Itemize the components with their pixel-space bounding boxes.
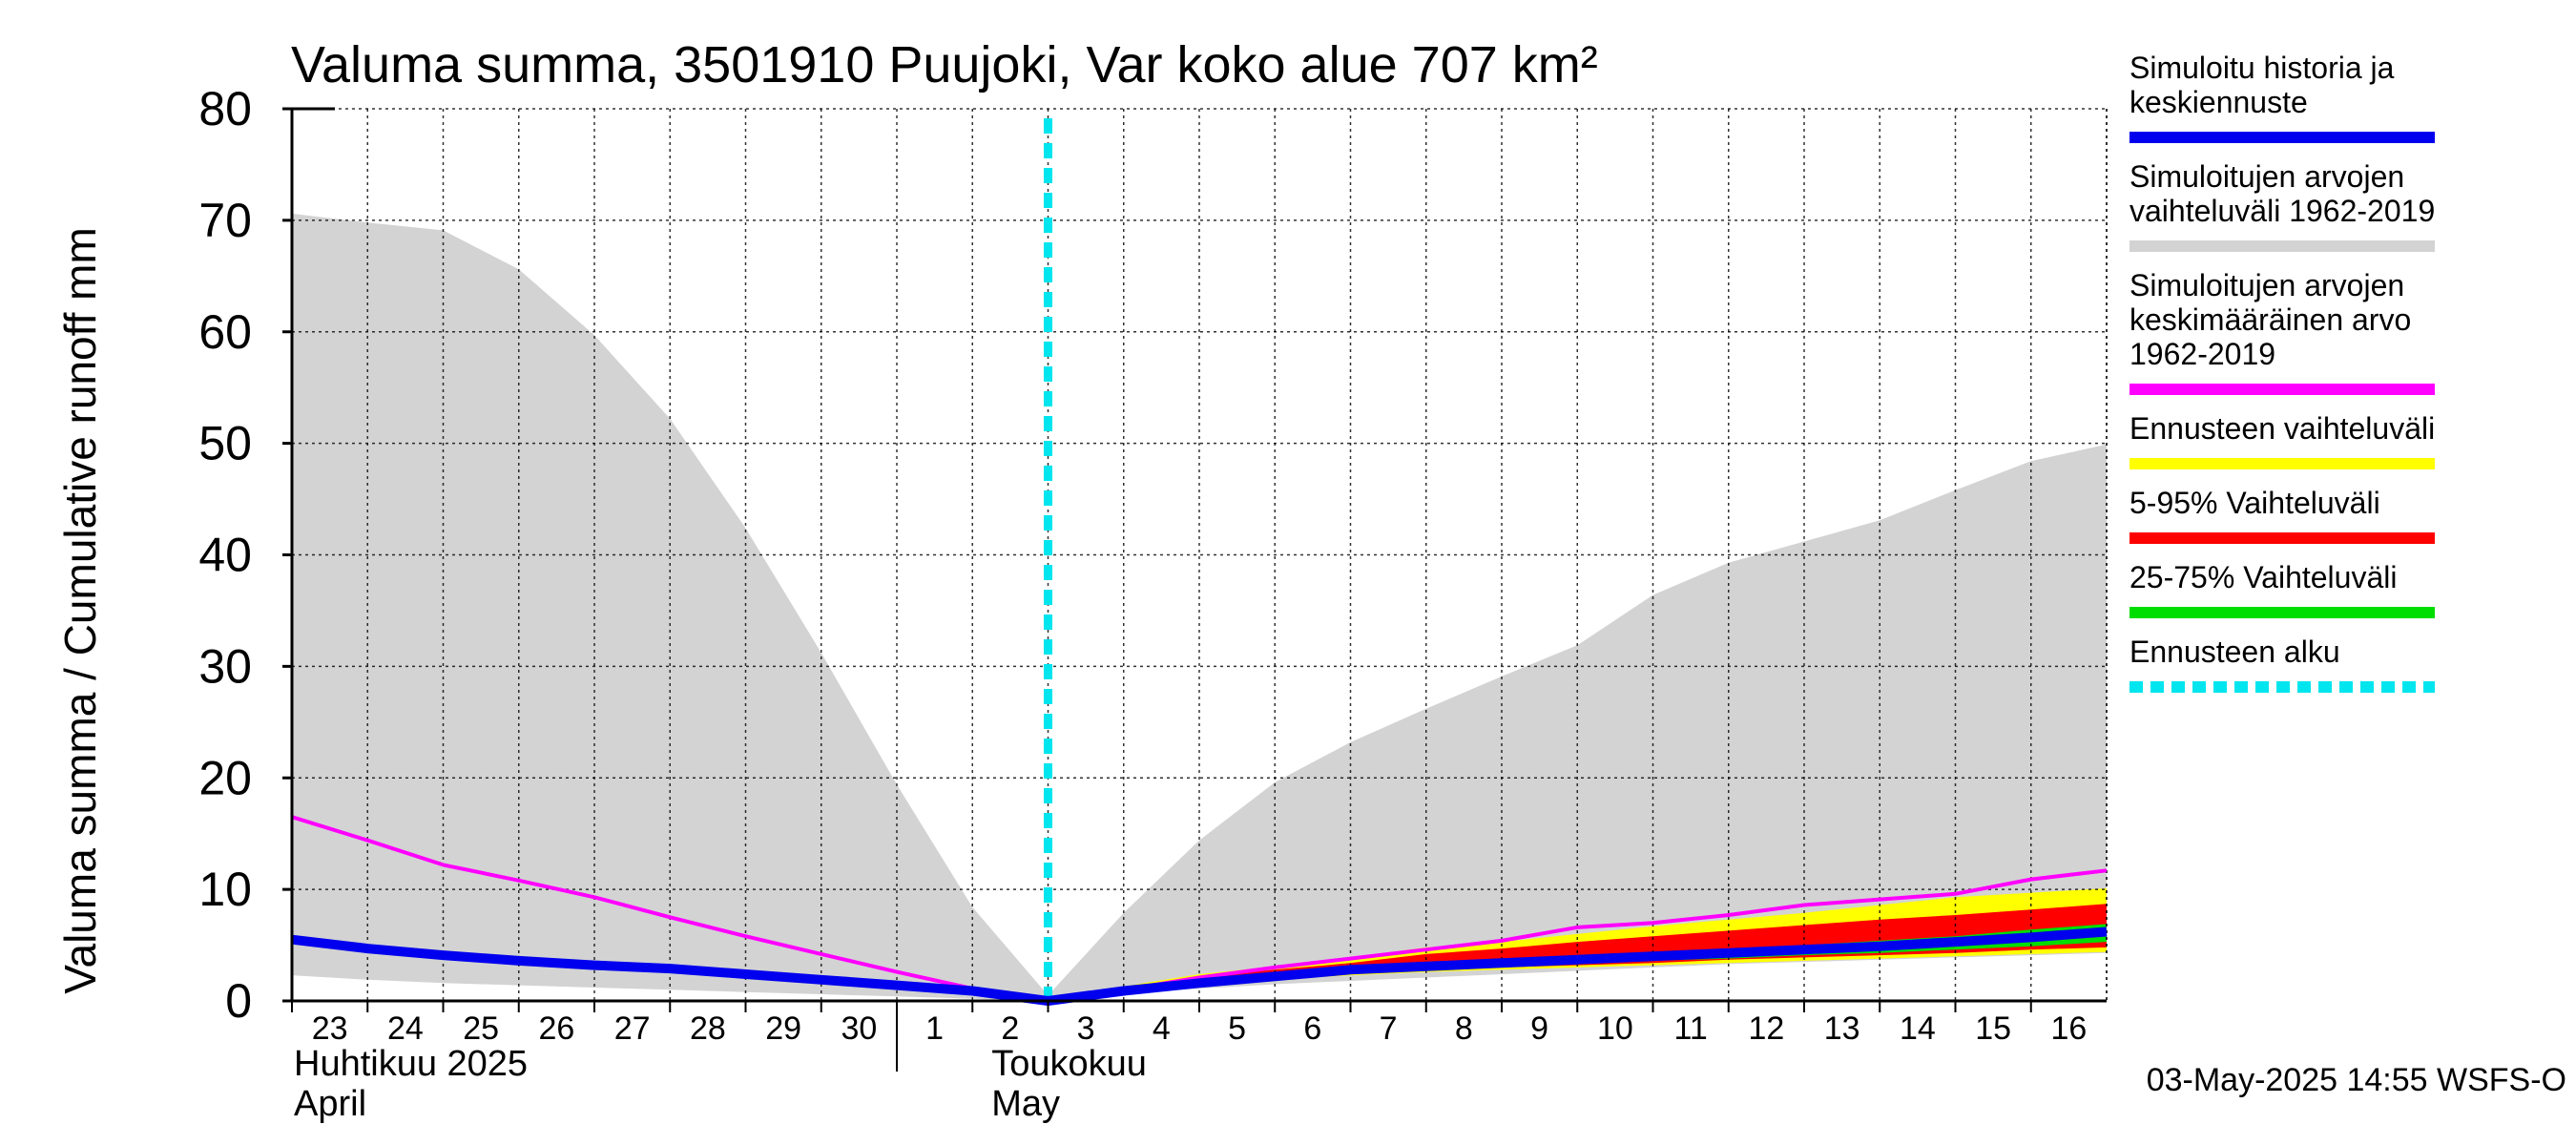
legend-text-2: 1962-2019 — [2129, 337, 2275, 371]
x-tick-label: 4 — [1153, 1010, 1171, 1047]
y-tick-label: 80 — [198, 82, 252, 135]
x-tick-label: 5 — [1228, 1010, 1246, 1047]
month-label-en: May — [991, 1084, 1060, 1124]
month-label-en: April — [294, 1084, 366, 1124]
grid-layer — [292, 108, 2108, 1001]
x-tick-label: 28 — [690, 1010, 726, 1047]
lines-layer — [291, 118, 2108, 1006]
x-tick-label: 23 — [312, 1010, 348, 1047]
y-tick-label: 30 — [198, 639, 252, 693]
x-tick-label: 14 — [1900, 1010, 1936, 1047]
x-tick-label: 9 — [1530, 1010, 1548, 1047]
x-tick-label: 30 — [841, 1010, 877, 1047]
y-tick-label: 60 — [198, 305, 252, 359]
x-tick-label: 29 — [765, 1010, 801, 1047]
y-tick-label: 10 — [198, 863, 252, 916]
x-tick-label: 6 — [1303, 1010, 1321, 1047]
legend-text-4: 5-95% Vaihteluväli — [2129, 486, 2380, 520]
x-tick-label: 1 — [925, 1010, 944, 1047]
y-tick-label: 0 — [225, 974, 252, 1028]
x-tick-label: 2 — [1001, 1010, 1019, 1047]
y-axis-label: Valuma summa / Cumulative runoff mm — [55, 227, 105, 994]
legend-text-6: Ennusteen alku — [2129, 635, 2340, 669]
month-label-fi: Toukokuu — [991, 1044, 1147, 1084]
x-tick-label: 8 — [1455, 1010, 1473, 1047]
y-tick-label: 40 — [198, 529, 252, 582]
legend-text-0: keskiennuste — [2129, 85, 2308, 119]
legend-text-2: keskimääräinen arvo — [2129, 302, 2411, 337]
legend-text-1: Simuloitujen arvojen — [2129, 159, 2404, 194]
x-tick-label: 11 — [1673, 1010, 1707, 1047]
legend-text-2: Simuloitujen arvojen — [2129, 268, 2404, 302]
chart-title: Valuma summa, 3501910 Puujoki, Var koko … — [291, 36, 1598, 94]
x-tick-label: 27 — [614, 1010, 651, 1047]
x-tick-label: 3 — [1077, 1010, 1095, 1047]
x-tick-label: 12 — [1748, 1010, 1784, 1047]
legend-text-0: Simuloitu historia ja — [2129, 51, 2395, 85]
legend-text-3: Ennusteen vaihteluväli — [2129, 411, 2435, 446]
x-tick-label: 16 — [2050, 1010, 2087, 1047]
x-tick-label: 25 — [463, 1010, 499, 1047]
y-tick-label: 50 — [198, 417, 252, 470]
x-tick-label: 24 — [387, 1010, 424, 1047]
y-tick-label: 20 — [198, 751, 252, 804]
month-label-fi: Huhtikuu 2025 — [294, 1044, 528, 1084]
footer-timestamp: 03-May-2025 14:55 WSFS-O — [2147, 1062, 2566, 1098]
series-line-0 — [291, 815, 2108, 1003]
legend-text-5: 25-75% Vaihteluväli — [2129, 560, 2397, 594]
x-tick-label: 10 — [1597, 1010, 1633, 1047]
series-line-1 — [291, 926, 2108, 1006]
x-tick-label: 7 — [1380, 1010, 1398, 1047]
x-tick-label: 26 — [538, 1010, 574, 1047]
y-tick-label: 70 — [198, 194, 252, 247]
x-tick-label: 15 — [1975, 1010, 2011, 1047]
x-tick-label: 13 — [1824, 1010, 1860, 1047]
legend-text-1: vaihteluväli 1962-2019 — [2129, 194, 2435, 228]
